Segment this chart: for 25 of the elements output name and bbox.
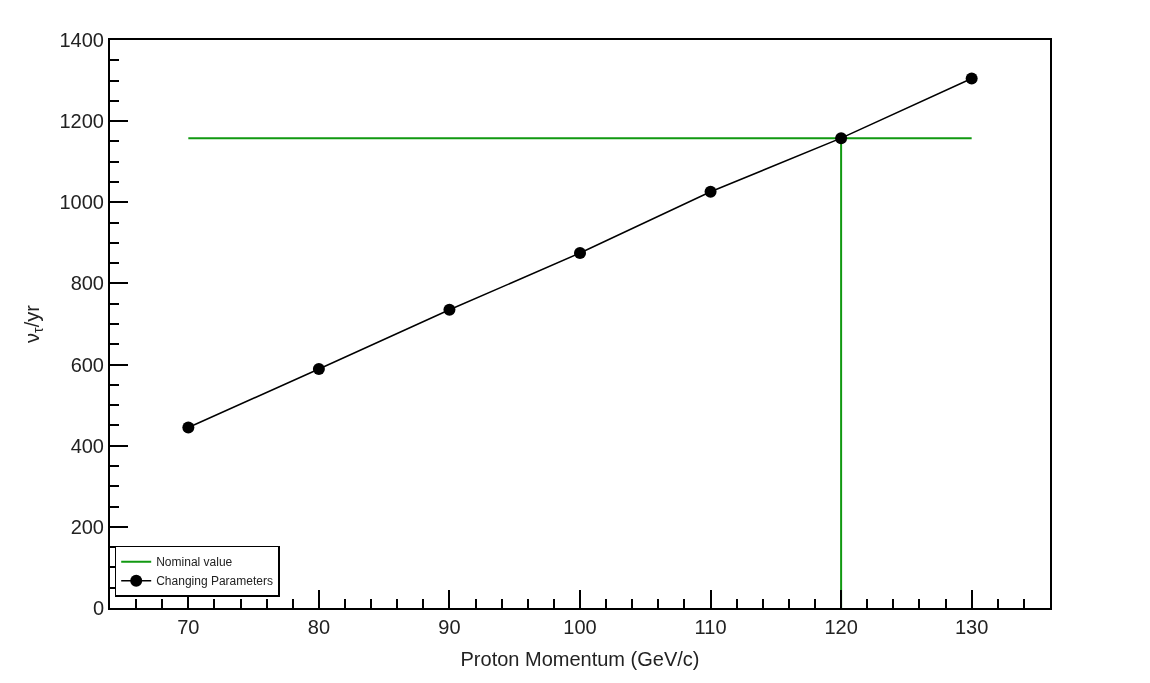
point — [443, 303, 456, 316]
point — [574, 247, 586, 259]
y-tick-label: 200 — [70, 515, 104, 538]
point — [312, 363, 325, 376]
y-tick-label: 600 — [70, 353, 104, 376]
y-tick-label: 1400 — [59, 29, 104, 51]
x-tick-label: 80 — [307, 616, 331, 638]
point — [704, 185, 717, 198]
y-tick-label: 800 — [70, 272, 104, 295]
point — [965, 72, 978, 85]
x-tick-label: 70 — [177, 616, 200, 638]
x-axis-title: Proton Momentum (GeV/c) — [460, 648, 700, 670]
legend-label: Changing Parameters — [156, 574, 273, 589]
x-tick-label: 90 — [438, 616, 461, 638]
x-tick-label: 110 — [694, 616, 727, 638]
legend-label: Nominal value — [156, 555, 233, 570]
point — [835, 132, 848, 145]
x-tick-label: 130 — [954, 616, 989, 638]
x-tick-label: 120 — [824, 616, 858, 638]
y-tick-label: 1000 — [59, 191, 104, 214]
y-tick-label: 0 — [92, 597, 104, 619]
y-tick-label: 400 — [70, 434, 104, 457]
point — [182, 421, 195, 434]
y-tick-label: 1200 — [59, 110, 104, 133]
x-tick-label: 100 — [563, 616, 597, 638]
